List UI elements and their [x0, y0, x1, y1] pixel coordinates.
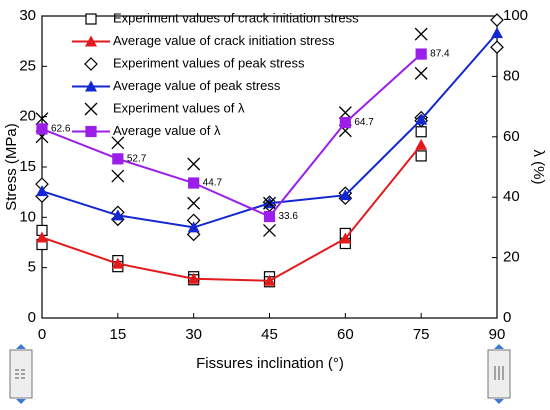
data-label: 87.4 [430, 49, 450, 60]
marker [415, 113, 428, 125]
y2-axis-label: λ (%) [530, 150, 547, 185]
marker [415, 138, 428, 150]
marker [339, 189, 352, 201]
x-tick-label: 90 [489, 326, 506, 343]
legend-label: Average value of crack initiation stress [113, 33, 335, 48]
data-label: 62.6 [51, 124, 71, 135]
x-tick-label: 15 [109, 326, 126, 343]
y-axis-label: Stress (MPa) [3, 123, 20, 211]
marker [414, 66, 428, 80]
marker [490, 13, 504, 27]
marker [188, 177, 200, 189]
x-tick-label: 0 [38, 326, 46, 343]
marker [414, 27, 428, 41]
marker [490, 40, 504, 55]
marker [36, 123, 48, 135]
x-tick-label: 45 [261, 326, 278, 343]
data-label: 52.7 [127, 153, 147, 164]
y-tick-label: 0 [28, 309, 36, 326]
y-tick-label: 10 [19, 208, 36, 225]
marker [187, 196, 201, 210]
legend-marker [85, 13, 97, 25]
marker [111, 209, 124, 221]
x-tick-label: 75 [413, 326, 430, 343]
marker [187, 157, 201, 171]
marker [415, 48, 427, 60]
legend-marker [84, 102, 98, 116]
y-tick-label: 5 [28, 259, 36, 276]
x-tick-label: 30 [185, 326, 202, 343]
marker [112, 153, 124, 165]
series-line [41, 144, 422, 282]
legend-marker [84, 57, 98, 71]
legend-label: Experiment values of λ [113, 100, 245, 115]
y-tick-label: 20 [19, 108, 36, 125]
data-label: 44.7 [203, 178, 223, 189]
y-tick-label: 15 [19, 158, 36, 175]
series-line [41, 53, 422, 218]
marker [339, 232, 352, 244]
y2-tick-label: 100 [503, 7, 528, 24]
legend-label: Experiment values of crack initiation st… [113, 10, 359, 25]
x-axis-label: Fissures inclination (°) [196, 355, 344, 372]
marker [415, 150, 427, 162]
marker [263, 210, 276, 223]
marker [263, 196, 276, 210]
legend-label: Average value of peak stress [113, 78, 281, 93]
y-tick-label: 25 [19, 57, 36, 74]
marker [187, 272, 200, 284]
marker [263, 223, 276, 237]
y2-tick-label: 0 [503, 309, 511, 326]
marker [339, 117, 351, 129]
y2-tick-label: 60 [503, 128, 520, 145]
y2-tick-label: 20 [503, 249, 520, 266]
marker [111, 169, 125, 183]
marker [36, 185, 48, 197]
x-tick-label: 60 [337, 326, 354, 343]
specimen-icon [9, 344, 33, 404]
legend-marker [85, 35, 97, 47]
y2-tick-label: 80 [503, 67, 520, 84]
marker [415, 126, 427, 138]
legend-label: Experiment values of peak stress [113, 55, 305, 70]
legend-marker [85, 125, 97, 138]
data-label: 64.7 [354, 117, 374, 128]
marker [187, 221, 200, 233]
marker [491, 27, 503, 39]
marker [111, 136, 125, 150]
marker [111, 257, 124, 269]
y-tick-label: 30 [19, 7, 36, 24]
specimen-icon [487, 344, 511, 404]
marker [35, 112, 49, 126]
legend-label: Average value of λ [113, 123, 221, 138]
marker [263, 274, 276, 286]
legend-marker [85, 80, 97, 92]
data-label: 33.6 [279, 211, 299, 222]
marker [36, 231, 48, 243]
y2-tick-label: 40 [503, 188, 520, 205]
marker [338, 106, 352, 120]
